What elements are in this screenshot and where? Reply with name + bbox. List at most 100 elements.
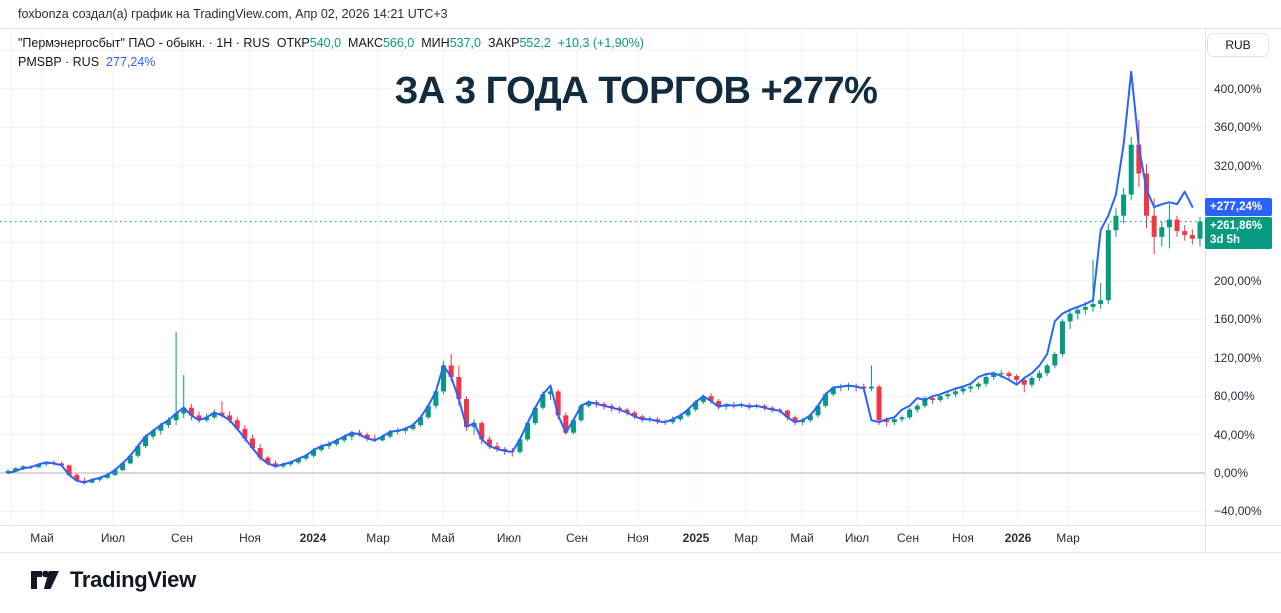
candle-body	[670, 419, 676, 423]
legend-compare-series-row[interactable]: PMSBP · RUS 277,24%	[18, 53, 644, 71]
candle-body	[349, 432, 355, 437]
candle-body	[104, 474, 110, 478]
chart-legend: "Пермэнергосбыт" ПАО - обыкн. · 1Н · RUS…	[18, 34, 644, 72]
candle-body	[463, 399, 469, 427]
candle-body	[899, 417, 905, 420]
x-axis-tick: Мар	[366, 531, 390, 545]
candle-body	[456, 377, 462, 400]
candle-body	[74, 474, 80, 481]
compare-symbol: PMSBP · RUS	[18, 55, 100, 69]
candle-body	[784, 410, 790, 418]
y-axis-tick: −40,00%	[1214, 504, 1262, 519]
candle-body	[922, 398, 928, 406]
candle-body	[937, 396, 943, 401]
candle-body	[272, 463, 278, 467]
candle-body	[227, 415, 233, 421]
open-value: 540,0	[309, 36, 342, 50]
x-axis-tick: Ноя	[952, 531, 974, 545]
candle-body	[1029, 377, 1035, 385]
candle-body	[311, 449, 317, 456]
candle-body	[66, 465, 72, 475]
candle-body	[952, 391, 958, 395]
candle-body	[693, 401, 699, 410]
candle-body	[257, 448, 263, 458]
candle-body	[1082, 306, 1088, 310]
candle-body	[991, 374, 997, 377]
candle-body	[13, 468, 19, 472]
x-axis-tick: Июл	[100, 531, 126, 545]
candle-body	[250, 438, 256, 449]
candle-body	[578, 405, 584, 421]
candle-body	[318, 446, 324, 450]
tradingview-logo[interactable]: TradingView	[28, 566, 196, 594]
x-axis-tick: Сен	[171, 531, 193, 545]
legend-main-series-row[interactable]: "Пермэнергосбыт" ПАО - обыкн. · 1Н · RUS…	[18, 34, 644, 52]
candle-body	[807, 415, 813, 421]
candle-body	[1090, 304, 1096, 307]
y-axis-tick: 40,00%	[1214, 427, 1255, 442]
candle-body	[173, 413, 179, 421]
candle-body	[143, 436, 149, 447]
candle-body	[486, 439, 492, 447]
candle-body	[334, 440, 340, 445]
candle-body	[135, 446, 141, 456]
x-axis-tick: Сен	[566, 531, 588, 545]
y-axis-tick: 400,00%	[1214, 82, 1262, 96]
candle-body	[341, 436, 347, 441]
last-price-badge: +261,86% 3d 5h	[1205, 216, 1272, 249]
candle-body	[1113, 215, 1119, 231]
candle-body	[548, 391, 554, 395]
currency-toggle-button[interactable]: RUB	[1207, 33, 1269, 57]
candle-body	[265, 457, 271, 464]
candle-body	[494, 446, 500, 449]
x-axis-tick: Мар	[734, 531, 758, 545]
candle-body	[930, 398, 936, 401]
compare-line-series[interactable]	[7, 70, 1194, 484]
candle-body	[586, 401, 592, 406]
candle-body	[700, 396, 706, 402]
candle-body	[1067, 313, 1073, 322]
candlestick-series[interactable]	[5, 119, 1203, 485]
candle-body	[165, 420, 171, 425]
candle-body	[1052, 353, 1058, 366]
candle-body	[387, 431, 393, 437]
y-axis-tick: 80,00%	[1214, 389, 1255, 404]
candle-body	[211, 412, 217, 418]
close-label: ЗАКР	[487, 36, 520, 50]
line-last-value-badge: +277,24%	[1205, 197, 1272, 216]
chart-annotation-title: ЗА 3 ГОДА ТОРГОВ +277%	[394, 70, 878, 112]
candle-body	[1098, 300, 1104, 305]
candle-body	[479, 423, 485, 440]
symbol-description: "Пермэнергосбыт" ПАО - обыкн. · 1Н · RUS	[18, 36, 270, 50]
candle-body	[624, 409, 630, 413]
candle-body	[540, 394, 546, 408]
candle-body	[242, 428, 248, 439]
candle-body	[532, 407, 538, 424]
candle-body	[1166, 219, 1172, 228]
compare-change-value: 277,24%	[106, 55, 156, 69]
candle-body	[1021, 379, 1027, 385]
close-value: 552,2	[519, 36, 551, 50]
candle-body	[868, 386, 874, 389]
candle-body	[112, 470, 118, 475]
candle-body	[884, 420, 890, 423]
candle-body	[1059, 321, 1065, 354]
candle-body	[517, 439, 523, 452]
candle-body	[448, 365, 454, 377]
candle-body	[1075, 309, 1081, 314]
candle-body	[1121, 194, 1127, 216]
candle-body	[196, 415, 202, 421]
x-axis-tick: Мар	[1056, 531, 1080, 545]
candle-body	[891, 419, 897, 423]
candle-body	[158, 425, 164, 431]
footer: TradingView	[0, 553, 1281, 613]
candle-body	[418, 417, 424, 425]
candle-body	[1037, 373, 1043, 378]
candle-body	[907, 409, 913, 418]
candle-body	[968, 386, 974, 389]
candle-body	[830, 387, 836, 395]
candle-body	[914, 405, 920, 410]
candle-body	[150, 430, 156, 437]
candle-body	[433, 391, 439, 406]
